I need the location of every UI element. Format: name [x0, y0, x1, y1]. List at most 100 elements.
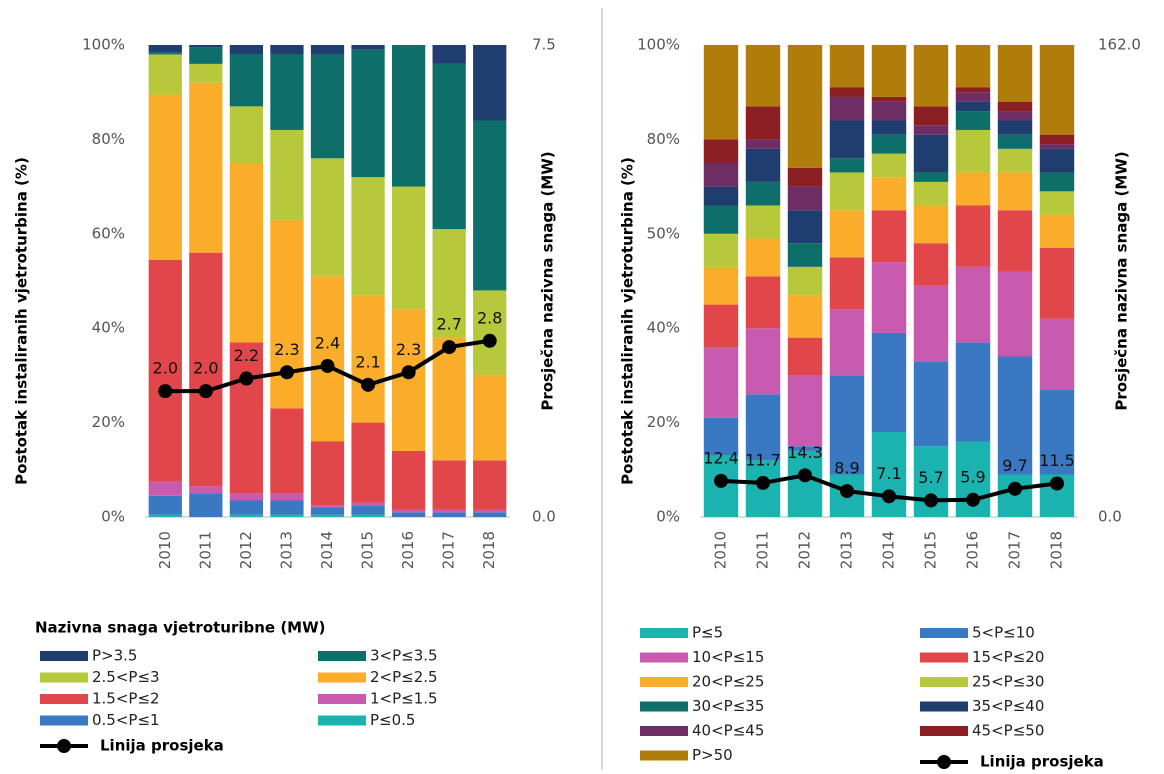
- bar-segment: [391, 186, 426, 310]
- bar-segment: [270, 514, 304, 517]
- bar-segment: [955, 172, 991, 206]
- bar-segment: [351, 295, 385, 423]
- bar-segment: [310, 505, 345, 508]
- value-label: 2.4: [315, 333, 340, 352]
- y-tick-label: 40%: [647, 319, 680, 337]
- x-tick-label: 2013: [277, 531, 295, 569]
- bar-segment: [787, 266, 823, 296]
- x-tick-label: 2015: [922, 531, 940, 569]
- legend-swatch: [318, 651, 366, 661]
- bar-segment: [997, 45, 1033, 102]
- legend-swatch: [640, 677, 688, 687]
- bar-segment: [229, 163, 264, 343]
- bar-segment: [787, 295, 823, 338]
- bar-segment: [391, 45, 426, 187]
- bar-segment: [432, 460, 466, 510]
- bar-segment: [787, 210, 823, 244]
- bar-segment: [148, 481, 182, 496]
- y-tick-label: 0%: [656, 508, 680, 526]
- legend-label: 1<P≤1.5: [370, 690, 438, 708]
- legend-marker: [937, 755, 951, 769]
- legend-label: 1.5<P≤2: [92, 690, 160, 708]
- bar-segment: [871, 332, 907, 433]
- bar-segment: [997, 148, 1033, 173]
- y-tick-label: 0%: [101, 508, 125, 526]
- bar-segment: [148, 52, 182, 55]
- bar-segment: [391, 512, 426, 517]
- bar-segment: [1039, 214, 1075, 248]
- bar-segment: [871, 45, 907, 97]
- bar-segment: [955, 266, 991, 343]
- y-axis-title: Postotak instaliranih vjetroturbina (%): [619, 157, 637, 485]
- bar-segment: [997, 356, 1033, 475]
- x-tick-label: 2014: [880, 531, 898, 569]
- bar-segment: [229, 106, 264, 163]
- bar-segment: [473, 290, 507, 376]
- legend-label: 2.5<P≤3: [92, 668, 160, 686]
- value-label: 2.0: [153, 359, 178, 378]
- line-marker: [239, 371, 254, 386]
- bar-segment: [1039, 318, 1075, 390]
- value-label: 2.3: [396, 340, 421, 359]
- bar-segment: [189, 82, 223, 253]
- y-tick-label: 100%: [82, 36, 125, 54]
- legend-label: 40<P≤45: [692, 722, 764, 740]
- bar-segment: [787, 375, 823, 447]
- value-label: 7.1: [876, 464, 901, 483]
- bar-segment: [997, 474, 1033, 517]
- bar-segment: [148, 94, 182, 260]
- bar-segment: [955, 342, 991, 442]
- bar-segment: [997, 120, 1033, 135]
- bar-segment: [270, 54, 304, 130]
- bar-segment: [310, 45, 345, 55]
- line-marker: [482, 333, 497, 348]
- bar-segment: [787, 446, 823, 451]
- bar-segment: [787, 167, 823, 187]
- bar-segment: [787, 450, 823, 517]
- legend-title: Nazivna snaga vjetroturibne (MW): [35, 619, 326, 637]
- legend-label: Linija prosjeka: [100, 737, 224, 755]
- legend-label: Linija prosjeka: [980, 753, 1104, 771]
- legend-marker: [57, 739, 71, 753]
- legend-swatch: [318, 694, 366, 704]
- legend-label: 20<P≤25: [692, 673, 764, 691]
- legend-label: 5<P≤10: [972, 624, 1035, 642]
- legend-label: 3<P≤3.5: [370, 647, 438, 665]
- value-label: 11.5: [1039, 451, 1075, 470]
- bar-segment: [189, 486, 223, 494]
- legend-label: P>50: [692, 746, 733, 764]
- bar-segment: [189, 493, 223, 517]
- legend-swatch: [40, 672, 88, 683]
- bar-segment: [829, 210, 865, 258]
- x-tick-label: 2017: [1006, 531, 1024, 569]
- bar-segment: [745, 238, 781, 277]
- bar-segment: [829, 96, 865, 121]
- bar-segment: [997, 271, 1033, 357]
- legend-label: 45<P≤50: [972, 722, 1044, 740]
- legend-swatch: [920, 628, 968, 638]
- bar-segment: [871, 101, 907, 121]
- bar-segment: [955, 111, 991, 130]
- bar-segment: [229, 54, 264, 107]
- value-label: 12.4: [703, 448, 739, 467]
- x-tick-label: 2016: [964, 531, 982, 569]
- bar-segment: [310, 158, 345, 277]
- bar-segment: [871, 210, 907, 263]
- value-label: 2.7: [436, 315, 461, 334]
- legend-label: P≤0.5: [370, 711, 415, 729]
- bar-segment: [351, 502, 385, 506]
- bar-segment: [270, 129, 304, 220]
- line-marker: [924, 493, 938, 508]
- value-label: 5.7: [918, 468, 943, 487]
- legend-label: P>3.5: [92, 647, 137, 665]
- line-marker: [401, 365, 416, 380]
- bar-segment: [1039, 172, 1075, 192]
- bar-segment: [871, 120, 907, 135]
- value-label: 2.0: [193, 359, 218, 378]
- bar-segment: [310, 276, 345, 442]
- bar-segment: [745, 394, 781, 461]
- bar-segment: [270, 45, 304, 55]
- bar-segment: [473, 45, 507, 121]
- y-tick-label: 20%: [92, 413, 125, 431]
